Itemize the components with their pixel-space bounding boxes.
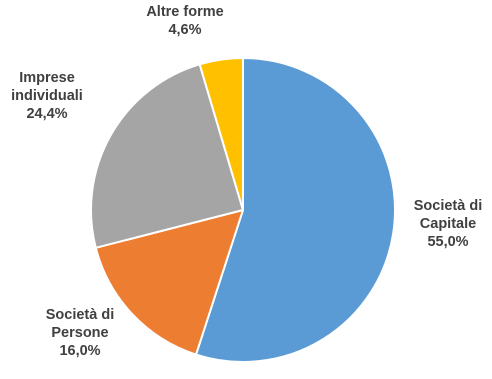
pie-slice-2 <box>94 209 244 356</box>
pie-slice-4 <box>198 57 244 211</box>
slice-label-1: Società di Capitale 55,0% <box>414 198 483 250</box>
slice-label-4: Altre forme 4,6% <box>146 4 223 38</box>
slice-label-3: Imprese individuali 24,4% <box>11 70 83 122</box>
pie-slice-1 <box>195 57 396 363</box>
pie-labels: Società di Capitale 55,0% Società di Persone… <box>11 4 482 359</box>
pie-slice-3 <box>90 63 244 249</box>
pie-slices <box>90 57 396 363</box>
slice-label-2: Società di Persone 16,0% <box>46 307 115 359</box>
